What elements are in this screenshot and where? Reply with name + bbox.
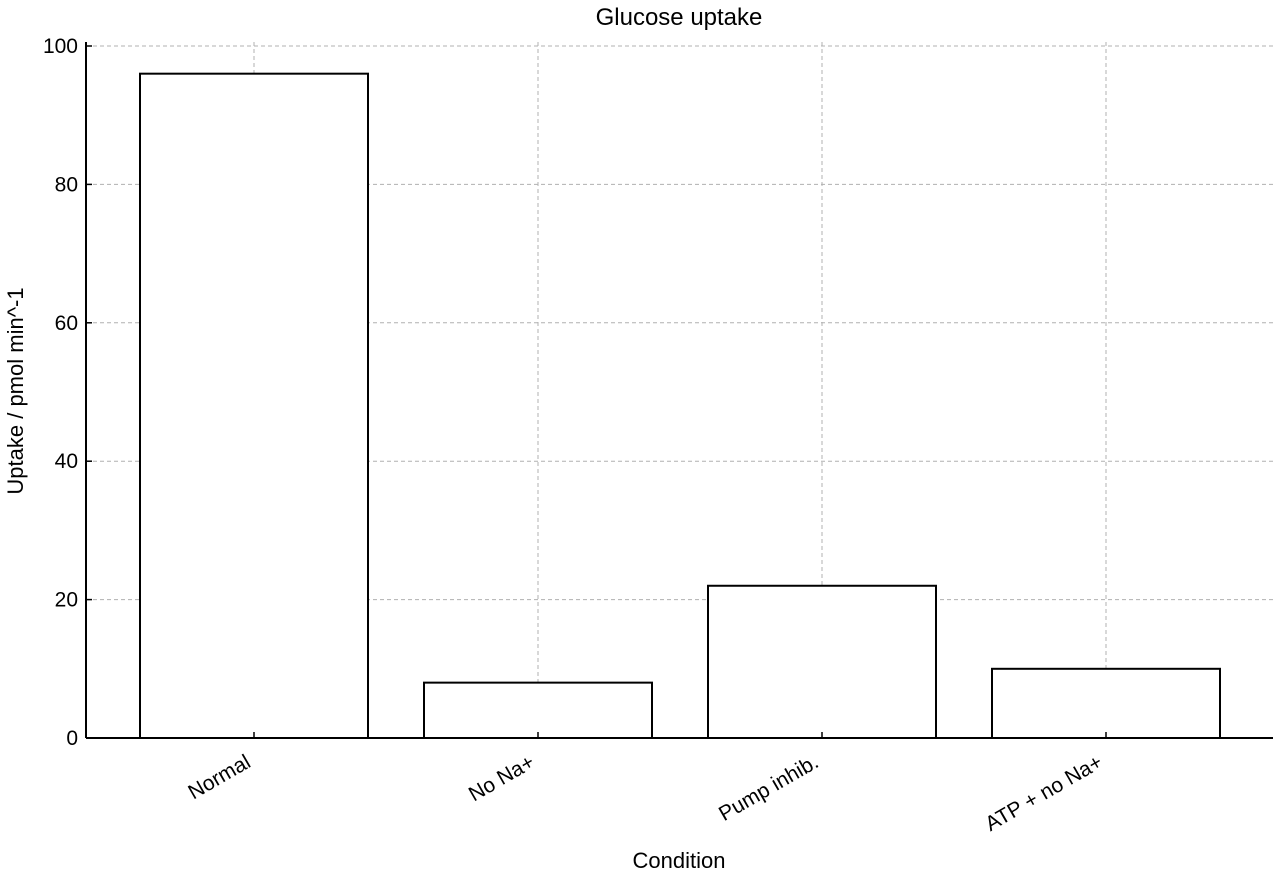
y-tick-label: 40: [55, 450, 78, 473]
y-tick-label: 60: [55, 312, 78, 335]
x-tick-label: ATP + no Na+: [981, 750, 1106, 835]
y-tick-label: 20: [55, 589, 78, 612]
y-tick-label: 80: [55, 173, 78, 196]
y-tick-label: 0: [66, 727, 78, 750]
x-ticks: Normal No Na+ Pump inhib. ATP + no Na+: [184, 732, 1107, 836]
bars: [139, 72, 1221, 740]
x-axis-label: Condition: [633, 848, 726, 873]
y-tick-label: 100: [43, 35, 78, 58]
y-ticks: 0 20 40 60 80 100: [43, 35, 92, 750]
x-tick-label: Normal: [184, 750, 254, 804]
axes: [85, 42, 1273, 739]
chart-title: Glucose uptake: [596, 4, 763, 31]
bar-3: [991, 667, 1221, 739]
x-tick-label: Pump inhib.: [715, 750, 823, 825]
y-axis-label: Uptake / pmol min^-1: [3, 287, 28, 494]
x-tick-label: No Na+: [465, 750, 539, 806]
bar-1: [423, 681, 653, 740]
bar-0: [139, 72, 369, 740]
bar-2: [707, 584, 937, 740]
